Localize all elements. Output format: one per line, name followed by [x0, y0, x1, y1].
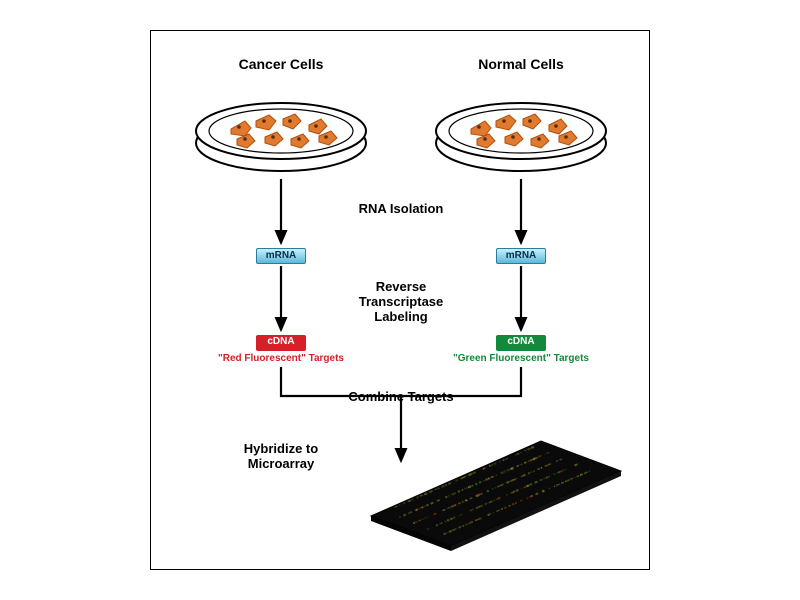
cancer-dish	[191, 81, 371, 181]
normal-dish	[431, 81, 611, 181]
cancer-cells-title: Cancer Cells	[191, 56, 371, 72]
red-targets-label: "Red Fluorescent" Targets	[191, 353, 371, 364]
rt-labeling-label: Reverse Transcriptase Labeling	[321, 279, 481, 324]
normal-cells-title: Normal Cells	[431, 56, 611, 72]
green-targets-label: "Green Fluorescent" Targets	[431, 353, 611, 364]
diagram-frame: Cancer Cells Normal Cells	[150, 30, 650, 570]
microarray-slide	[351, 431, 631, 551]
cdna-box-red: cDNA	[256, 335, 306, 351]
mrna-box-right: mRNA	[496, 248, 546, 264]
rna-isolation-label: RNA Isolation	[321, 201, 481, 216]
combine-targets-label: Combine Targets	[321, 389, 481, 404]
hybridize-label: Hybridize to Microarray	[211, 441, 351, 471]
mrna-box-left: mRNA	[256, 248, 306, 264]
cdna-box-green: cDNA	[496, 335, 546, 351]
